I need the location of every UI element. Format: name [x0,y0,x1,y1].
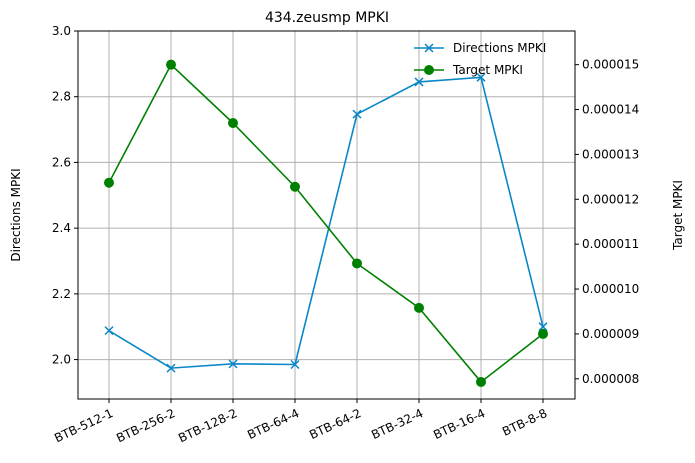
data-point [228,118,238,128]
y-left-tick-label: 2.2 [52,287,71,301]
marker-stroke [290,359,300,370]
series-2 [104,59,548,387]
y-axis-right: 0.000008 0.000009 0.000010 0.000011 0.000012… [575,58,639,386]
y-axis-left: 2.0 2.2 2.4 2.6 2.8 3.0 [52,24,78,367]
marker-stroke [104,326,114,336]
data-point [166,363,176,373]
legend-item: Directions MPKI [414,41,546,55]
y-left-tick-label: 2.8 [52,90,71,104]
marker-stroke [228,359,238,369]
y-right-tick-label: 0.000013 [582,147,639,161]
data-point [104,177,114,188]
plot-frame [77,30,576,400]
data-point [104,326,114,336]
legend-label: Directions MPKI [453,41,546,55]
data-point [538,328,548,339]
x-tick-label: BTB-32-4 [369,406,425,442]
data-point [352,258,362,269]
data-point [166,59,176,70]
series-line [108,76,544,369]
data-point [290,181,300,192]
y-axis-right-label: Target MPKI [671,180,685,251]
data-point [290,359,300,370]
y-left-tick-label: 2.4 [52,221,71,235]
x-tick-label: BTB-16-4 [431,406,487,442]
data-point [476,376,486,387]
marker-stroke [476,72,486,82]
legend-label: Target MPKI [452,63,523,77]
x-tick-label: BTB-64-2 [307,406,363,442]
y-right-tick-label: 0.000014 [582,103,639,117]
data-point [352,109,362,119]
marker-stroke [166,363,176,373]
y-right-tick-label: 0.000008 [582,372,639,386]
chart-title: 434.zeusmp MPKI [265,10,389,26]
y-right-tick-label: 0.000011 [582,237,639,251]
series-1 [104,72,548,373]
data-point [538,322,548,332]
x-tick-label: BTB-256-2 [114,406,177,445]
y-right-tick-label: 0.000015 [582,58,639,72]
y-left-tick-label: 2.0 [52,353,71,367]
y-right-tick-label: 0.000010 [582,282,639,296]
data-point [414,302,424,313]
x-tick-label: BTB-8-8 [500,406,549,439]
legend-item: Target MPKI [414,63,523,77]
marker-stroke [352,109,362,119]
grid-lines [78,30,575,399]
y-axis-left-label: Directions MPKI [9,168,23,261]
y-right-tick-label: 0.000012 [582,192,639,206]
y-left-tick-label: 3.0 [52,24,71,38]
series-layer [104,59,548,387]
x-tick-label: BTB-64-4 [245,406,301,442]
legend: Directions MPKI Target MPKI [414,41,546,77]
legend-marker [424,43,434,53]
data-point [414,77,424,87]
marker-stroke [538,322,548,332]
y-left-tick-label: 2.6 [52,155,71,169]
marker-stroke [424,43,434,53]
series-line [108,63,544,384]
data-point [228,359,238,369]
y-right-tick-label: 0.000009 [582,327,639,341]
x-tick-label: BTB-128-2 [176,406,239,445]
x-tick-label: BTB-512-1 [52,406,115,445]
marker-stroke [414,77,424,87]
legend-marker [424,65,434,75]
data-point [476,72,486,82]
